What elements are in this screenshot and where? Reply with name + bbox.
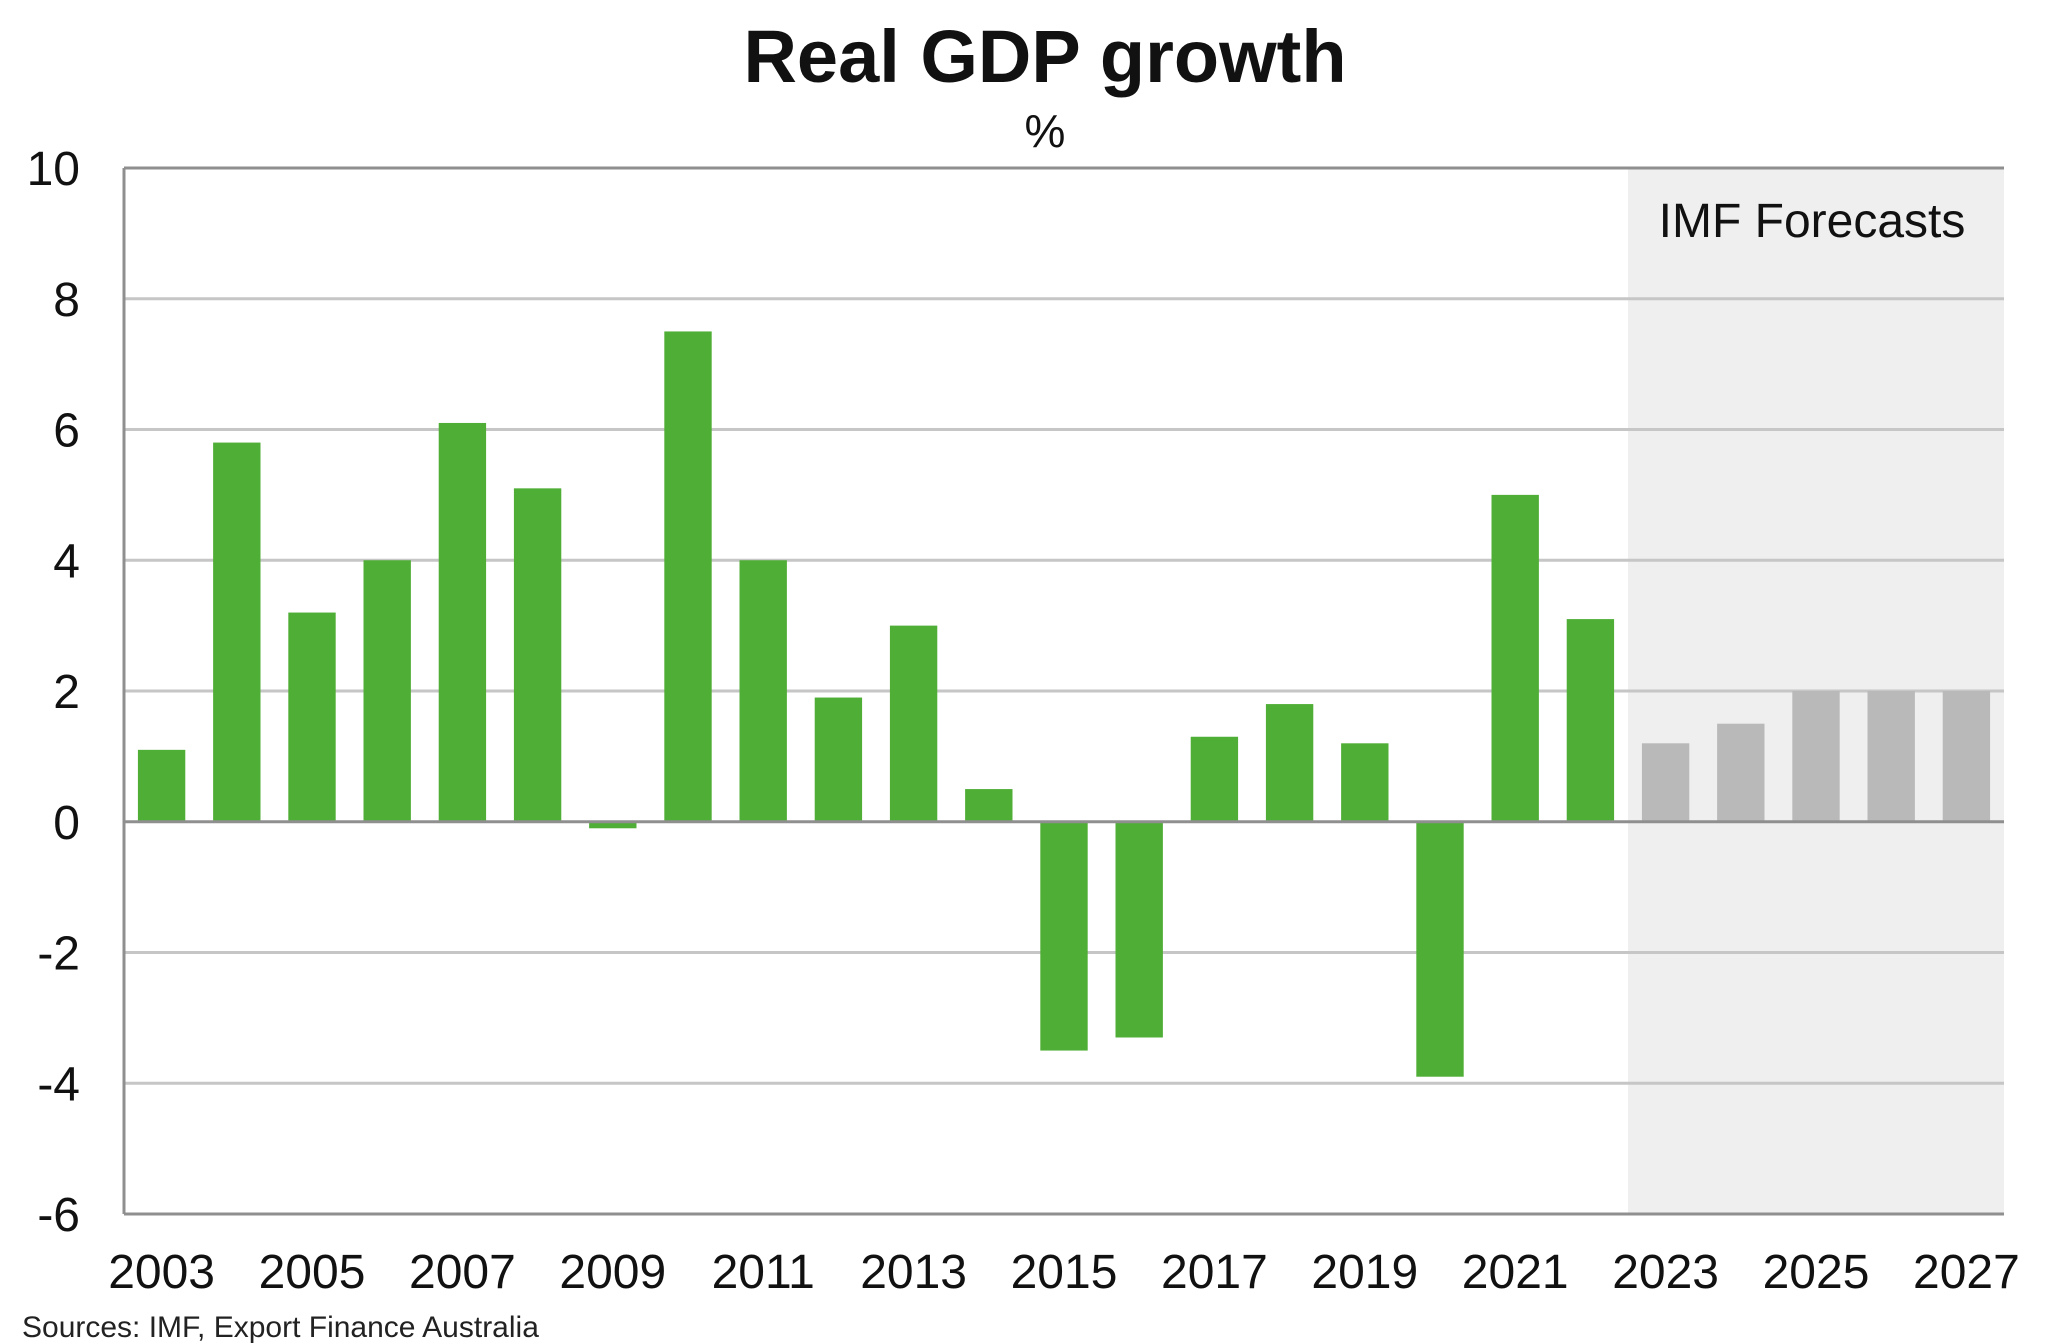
x-tick-label: 2025 [1763, 1246, 1870, 1299]
bar-2005 [288, 612, 336, 822]
bar-2007 [438, 422, 487, 822]
x-tick-label: 2027 [1913, 1246, 2020, 1299]
y-tick-label: 4 [53, 535, 80, 588]
bar-2011 [739, 560, 787, 822]
bars [137, 331, 1991, 1077]
x-tick-label: 2011 [712, 1246, 815, 1299]
forecast-bar-2024 [1717, 723, 1765, 822]
x-tick-label: 2005 [259, 1246, 366, 1299]
bar-2021 [1491, 494, 1539, 822]
x-tick-label: 2003 [108, 1246, 215, 1299]
bar-2022 [1566, 619, 1615, 822]
bar-2009 [589, 821, 637, 829]
y-tick-label: 10 [27, 143, 80, 196]
forecast-bar-2023 [1641, 743, 1690, 822]
x-tick-label: 2015 [1011, 1246, 1118, 1299]
x-tick-label: 2009 [559, 1246, 666, 1299]
x-tick-label: 2013 [860, 1246, 967, 1299]
tick-labels: 10 8 6 4 2 0 -2 -4 -6 2003 2005 2007 2009 2011 2013 201… [27, 143, 2020, 1299]
bar-2008 [513, 488, 562, 822]
forecast-bar-2025 [1792, 691, 1840, 822]
bar-2020 [1416, 821, 1464, 1077]
bar-2018 [1265, 704, 1314, 822]
x-tick-label: 2019 [1311, 1246, 1418, 1299]
y-tick-label: 6 [53, 405, 80, 458]
axes [122, 166, 2004, 1216]
forecast-bar-2027 [1942, 691, 1991, 822]
x-tick-label: 2023 [1612, 1246, 1719, 1299]
bar-2019 [1341, 743, 1389, 822]
x-tick-label: 2017 [1161, 1246, 1268, 1299]
bar-2014 [965, 789, 1013, 822]
y-tick-label: -4 [37, 1058, 80, 1111]
bar-2012 [814, 697, 863, 822]
x-tick-label: 2021 [1462, 1246, 1569, 1299]
forecast-annotation: IMF Forecasts [1659, 195, 1966, 248]
chart-title: Real GDP growth [743, 15, 1346, 98]
chart-subtitle: % [1025, 105, 1066, 157]
x-tick-label: 2007 [409, 1246, 516, 1299]
source-note: Sources: IMF, Export Finance Australia [22, 1311, 539, 1343]
y-tick-label: 0 [53, 797, 80, 850]
bar-2010 [664, 331, 712, 822]
y-tick-label: 2 [53, 666, 80, 719]
bar-2017 [1190, 736, 1239, 822]
y-tick-label: -2 [37, 928, 80, 981]
bar-2016 [1115, 821, 1163, 1038]
y-tick-label: 8 [53, 274, 80, 327]
bar-2015 [1040, 821, 1088, 1051]
bar-2003 [137, 749, 186, 822]
bar-2004 [213, 442, 261, 822]
bar-2013 [889, 625, 938, 822]
forecast-bar-2026 [1867, 691, 1915, 822]
bar-2006 [363, 560, 411, 822]
y-tick-label: -6 [37, 1189, 80, 1242]
